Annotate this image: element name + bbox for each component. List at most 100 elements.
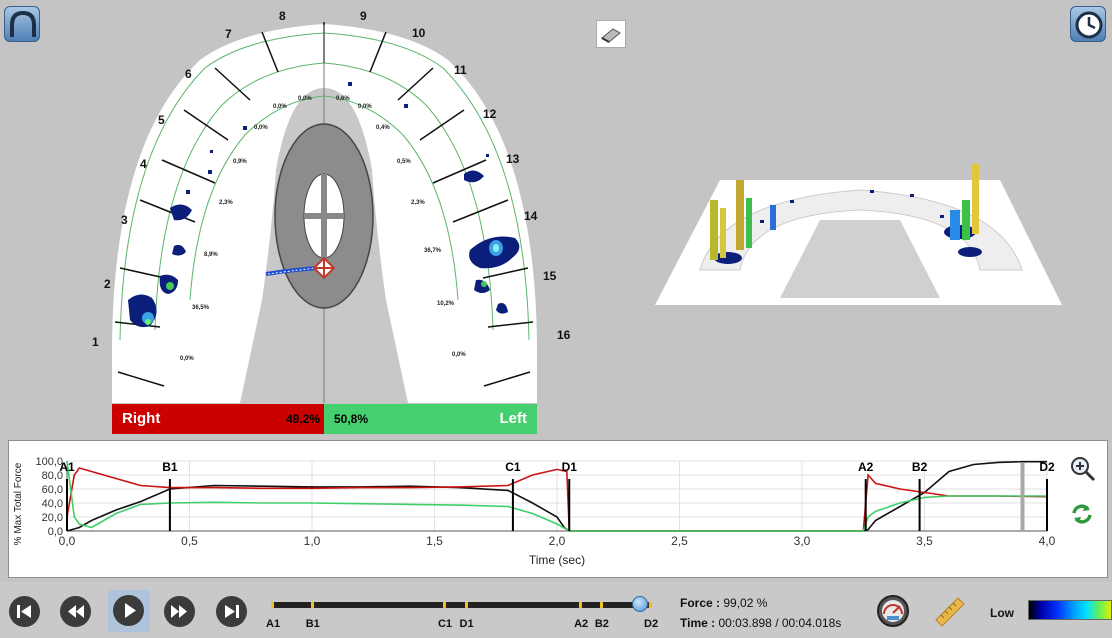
y-tick-label: 60,0 xyxy=(42,484,63,496)
rewind-button[interactable] xyxy=(60,596,91,627)
tooth-percent: 0,0% xyxy=(254,125,268,131)
fast-forward-button[interactable] xyxy=(164,596,195,627)
timeline-track[interactable] xyxy=(271,596,652,612)
timeline-marker-label: B2 xyxy=(594,618,609,630)
refresh-icon xyxy=(1072,504,1092,524)
skip-to-start-button[interactable] xyxy=(9,596,40,627)
force-time-chart[interactable]: 0,0 20,0 40,0 60,0 80,0 100,0 0,0 0,5 1,0 1,5 2,0 2… xyxy=(9,441,1109,579)
tooth-percent: 0,0% xyxy=(180,356,194,362)
zoom-in-icon xyxy=(1071,457,1096,482)
clock-icon xyxy=(1075,11,1103,39)
force-readout: Force : 99,02 % xyxy=(680,596,768,610)
tooth-percent: 0,0% xyxy=(273,104,287,110)
y-tick-label: 20,0 xyxy=(42,512,63,524)
ruler-button[interactable] xyxy=(932,594,968,630)
x-axis-label: Time (sec) xyxy=(529,553,585,567)
pressure-spots-right xyxy=(128,126,247,328)
color-scale-legend xyxy=(1028,600,1112,620)
series-line xyxy=(66,460,1047,532)
timeline-marker xyxy=(599,602,603,608)
y-tick-label: 100,0 xyxy=(35,456,63,468)
zoom-button[interactable] xyxy=(1069,455,1097,483)
timeline-marker xyxy=(310,602,314,608)
timeline-marker xyxy=(464,602,468,608)
tooth-number: 4 xyxy=(140,157,147,171)
play-button[interactable] xyxy=(113,595,144,626)
fast-forward-icon xyxy=(171,605,187,618)
pressure-spots-left xyxy=(348,82,520,314)
x-tick-label: 2,5 xyxy=(671,534,688,548)
tooth-number: 15 xyxy=(543,269,557,283)
force-center-marker xyxy=(312,256,336,280)
rewind-icon xyxy=(68,605,84,618)
x-tick-label: 1,0 xyxy=(304,534,321,548)
left-label: Left xyxy=(499,410,528,427)
timeline-marker xyxy=(442,602,446,608)
tooth-percent: 0,9% xyxy=(233,159,247,165)
event-marker-label: B1 xyxy=(162,460,178,474)
y-tick-label: 0,0 xyxy=(48,526,63,538)
event-marker-label: A1 xyxy=(59,460,75,474)
play-button-highlight xyxy=(108,590,150,632)
event-marker-label: A2 xyxy=(858,460,874,474)
ruler-icon xyxy=(935,597,965,627)
timeline-marker-label: C1 xyxy=(437,618,453,630)
arch-icon xyxy=(10,10,36,37)
arch-view-button[interactable] xyxy=(4,6,40,42)
left-percent: 50,8% xyxy=(334,412,369,426)
force-time-chart-panel: 0,0 20,0 40,0 60,0 80,0 100,0 0,0 0,5 1,0 1,5 2,0 2… xyxy=(8,440,1108,578)
tooth-number: 10 xyxy=(412,26,426,40)
tooth-percent: 36,7% xyxy=(424,248,442,254)
gauge-icon xyxy=(877,595,909,627)
timeline-marker-label: B1 xyxy=(305,618,320,630)
x-tick-label: 2,0 xyxy=(549,534,566,548)
y-tick-label: 40,0 xyxy=(42,498,63,510)
tooth-number: 3 xyxy=(121,213,128,227)
series-line xyxy=(66,460,1047,532)
timeline-marker xyxy=(579,602,583,608)
tooth-number: 2 xyxy=(104,277,111,291)
right-percent: 49,2% xyxy=(285,412,320,426)
scale-low-label: Low xyxy=(990,606,1014,620)
timeline-marker-label: A1 xyxy=(266,618,281,630)
playback-bar: A1 B1 C1 D1 A2 B2 D2 Force : 99,02 % Time : 00… xyxy=(0,582,1112,638)
tooth-number: 8 xyxy=(279,9,286,23)
refresh-button[interactable] xyxy=(1069,501,1095,527)
timeline-marker xyxy=(649,602,652,608)
gauge-button[interactable] xyxy=(876,594,910,628)
history-button[interactable] xyxy=(1070,6,1106,42)
balance-bar-left: 50,8% Left xyxy=(324,404,537,434)
balance-bar-right: Right 49,2% xyxy=(112,404,324,434)
x-tick-label: 4,0 xyxy=(1039,534,1056,548)
event-marker-label: D1 xyxy=(562,460,578,474)
tooth-percent: 0,0% xyxy=(298,96,312,102)
skip-end-icon xyxy=(225,605,239,618)
timeline-handle[interactable] xyxy=(632,596,649,612)
y-tick-label: 80,0 xyxy=(42,470,63,482)
skip-start-icon xyxy=(17,605,31,618)
event-marker-label: D2 xyxy=(1039,460,1055,474)
tooth-percent: 0,0% xyxy=(358,104,372,110)
timeline-marker-label: D2 xyxy=(644,618,659,630)
tooth-percent: 36,5% xyxy=(192,305,210,311)
tooth-percent: 0,4% xyxy=(376,125,390,131)
tooth-number: 1 xyxy=(92,335,99,349)
tooth-percent: 0,0% xyxy=(452,352,466,358)
eraser-button[interactable] xyxy=(596,20,626,48)
event-marker-label: B2 xyxy=(912,460,928,474)
series-line xyxy=(66,467,1048,532)
tooth-number: 13 xyxy=(506,152,520,166)
tooth-percent: 2,3% xyxy=(219,200,233,206)
x-tick-label: 3,0 xyxy=(794,534,811,548)
skip-to-end-button[interactable] xyxy=(216,596,247,627)
timeline-marker xyxy=(271,602,274,608)
play-icon xyxy=(125,603,136,618)
tooth-number: 12 xyxy=(483,107,497,121)
y-axis-label: % Max Total Force xyxy=(13,462,24,545)
tooth-number: 7 xyxy=(225,27,232,41)
x-tick-label: 0,5 xyxy=(181,534,198,548)
tooth-number: 14 xyxy=(524,209,538,223)
tooth-percent: 0,6% xyxy=(336,96,350,102)
event-marker-label: C1 xyxy=(505,460,521,474)
eraser-icon xyxy=(601,28,621,43)
